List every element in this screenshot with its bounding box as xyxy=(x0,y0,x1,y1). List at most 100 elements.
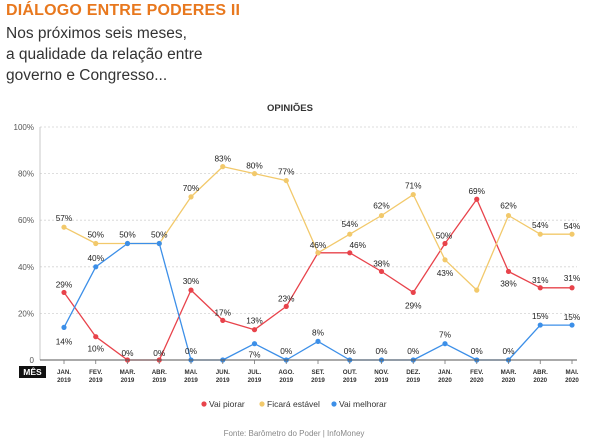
data-label: 0% xyxy=(407,346,420,356)
data-label: 57% xyxy=(56,213,73,223)
data-point xyxy=(61,324,67,330)
x-tick-label-month: MAI. xyxy=(565,369,578,376)
x-tick-label-year: 2019 xyxy=(406,377,420,384)
y-tick-label: 20% xyxy=(18,309,34,318)
data-point xyxy=(283,303,289,310)
data-label: 50% xyxy=(436,231,453,241)
y-tick-label: 0 xyxy=(30,356,35,365)
x-tick-label-year: 2019 xyxy=(343,377,357,384)
x-tick-label-month: FEV. xyxy=(89,369,102,376)
data-point xyxy=(251,327,258,333)
chart-title: OPINIÕES xyxy=(267,103,313,114)
data-point xyxy=(442,257,448,263)
data-point xyxy=(569,322,575,328)
x-tick-label-month: MAR. xyxy=(501,369,517,376)
data-label: 43% xyxy=(437,268,454,278)
data-point xyxy=(410,191,416,198)
x-tick-label-month: JAN. xyxy=(57,369,71,376)
y-tick-label: 60% xyxy=(18,216,34,225)
data-label: 46% xyxy=(349,240,366,250)
legend-marker xyxy=(331,401,337,407)
data-label: 69% xyxy=(468,186,485,196)
data-label: 31% xyxy=(532,275,549,285)
data-point xyxy=(505,212,512,219)
data-point xyxy=(474,287,480,293)
x-axis-title-box xyxy=(19,366,46,378)
legend-marker xyxy=(201,401,207,407)
x-tick-label-year: 2019 xyxy=(89,377,103,384)
x-tick-label-month: AGO. xyxy=(278,369,294,376)
x-tick-label-month: SET. xyxy=(311,369,324,376)
data-label: 15% xyxy=(564,312,581,322)
data-point xyxy=(378,268,385,275)
data-label: 17% xyxy=(214,307,231,317)
data-label: 50% xyxy=(151,230,168,240)
x-tick-label-year: 2020 xyxy=(565,377,579,384)
x-tick-label-year: 2020 xyxy=(470,377,484,384)
x-tick-label-year: 2019 xyxy=(279,377,293,384)
data-label: 80% xyxy=(246,161,263,171)
data-label: 15% xyxy=(532,311,549,321)
y-tick-label: 80% xyxy=(18,170,34,179)
y-tick-label: 100% xyxy=(14,123,34,132)
chart-subtitle-line-3: governo e Congresso... xyxy=(6,67,168,84)
data-label: 54% xyxy=(532,220,549,230)
data-point xyxy=(93,334,99,340)
data-label: 54% xyxy=(341,219,358,229)
legend-label: Vai melhorar xyxy=(339,399,387,409)
data-label: 50% xyxy=(119,230,136,240)
data-label: 0% xyxy=(185,346,198,356)
data-point xyxy=(156,240,162,247)
data-label: 30% xyxy=(183,276,200,286)
data-point xyxy=(474,196,480,202)
x-tick-label-year: 2019 xyxy=(216,377,230,384)
x-tick-label-month: FEV. xyxy=(470,369,483,376)
data-label: 62% xyxy=(373,201,390,211)
chart-kicker: DIÁLOGO ENTRE PODERES II xyxy=(6,2,241,19)
data-point xyxy=(569,285,575,291)
x-tick-label-year: 2020 xyxy=(502,377,516,384)
x-tick-label-month: JAN. xyxy=(438,369,452,376)
data-point xyxy=(188,287,194,293)
data-label: 8% xyxy=(312,327,325,337)
data-point xyxy=(61,289,67,296)
x-tick-label-year: 2019 xyxy=(152,377,166,384)
data-point xyxy=(188,194,194,200)
data-label: 29% xyxy=(56,279,73,289)
x-tick-label-year: 2019 xyxy=(311,377,325,384)
data-point xyxy=(315,338,321,344)
x-tick-label-month: JUN. xyxy=(216,369,230,376)
x-tick-label-year: 2019 xyxy=(248,377,262,384)
data-point xyxy=(124,240,131,247)
data-label: 0% xyxy=(376,346,389,356)
data-point xyxy=(537,285,543,291)
data-point xyxy=(220,164,226,170)
data-label: 0% xyxy=(153,348,166,358)
x-tick-label-month: DEZ. xyxy=(406,369,420,376)
data-point xyxy=(505,268,512,275)
data-label: 38% xyxy=(500,278,517,288)
data-point xyxy=(442,341,448,347)
x-tick-label-year: 2020 xyxy=(533,377,547,384)
data-point xyxy=(347,231,353,237)
data-point xyxy=(442,240,448,247)
data-label: 54% xyxy=(564,221,581,231)
x-axis-title: MÊS xyxy=(23,366,42,377)
chart-subtitle-line-2: a qualidade da relação entre xyxy=(6,46,203,63)
x-tick-label-month: ABR. xyxy=(152,369,167,376)
series-line-1 xyxy=(63,165,572,291)
y-tick-label: 40% xyxy=(18,263,34,272)
data-label: 14% xyxy=(56,336,73,346)
data-label: 13% xyxy=(246,316,263,326)
data-point xyxy=(410,289,416,296)
data-label: 0% xyxy=(344,346,357,356)
data-point xyxy=(315,250,321,256)
legend-marker xyxy=(259,401,265,407)
data-point xyxy=(347,250,353,256)
data-point xyxy=(93,264,99,270)
x-tick-label-month: JUL. xyxy=(248,369,262,376)
data-point xyxy=(283,177,289,184)
chart-subtitle-line-1: Nos próximos seis meses, xyxy=(6,25,187,42)
data-point xyxy=(569,231,575,237)
